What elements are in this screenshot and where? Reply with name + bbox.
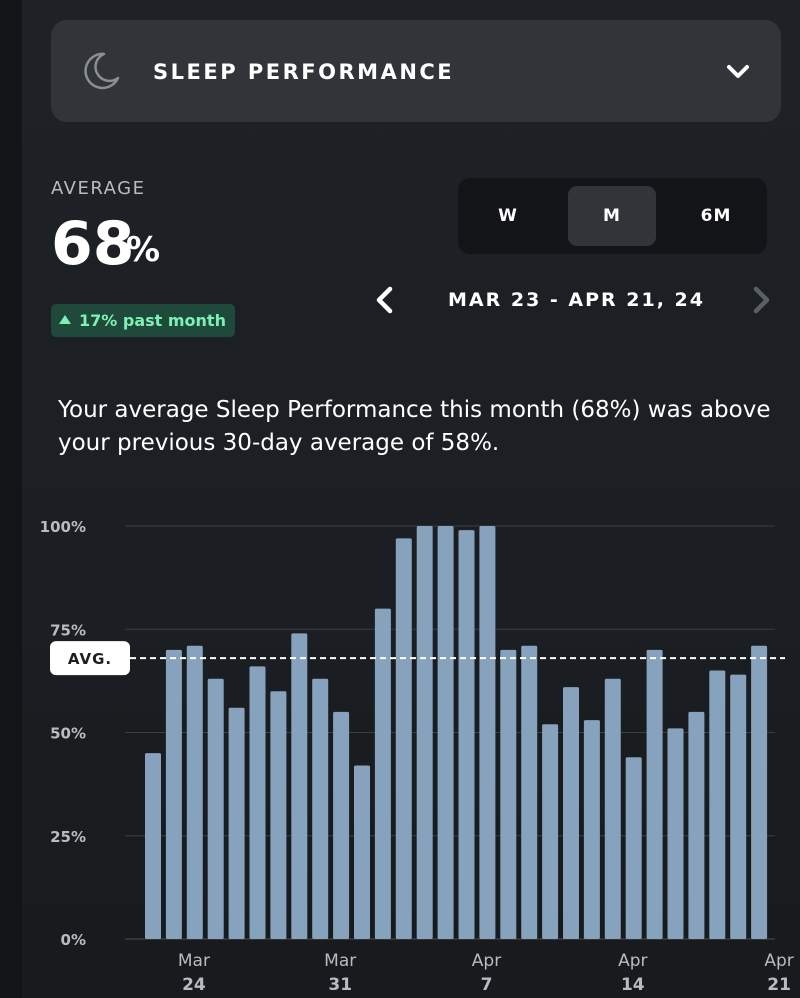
x-tick-month: Apr <box>618 951 647 971</box>
range-option-month[interactable]: M <box>568 186 656 246</box>
bar <box>625 757 642 939</box>
bar <box>583 720 600 939</box>
bar <box>479 526 496 939</box>
bar <box>165 649 182 939</box>
bar <box>458 530 475 939</box>
date-range: MAR 23 - APR 21, 24 <box>448 289 706 311</box>
range-option-week[interactable]: W <box>498 206 518 226</box>
bar <box>688 711 705 939</box>
x-tick-day: 14 <box>621 975 645 995</box>
average-unit: % <box>126 230 161 270</box>
range-selector: W M 6M <box>458 178 767 254</box>
bar <box>249 666 266 939</box>
header-title: SLEEP PERFORMANCE <box>153 60 455 84</box>
x-tick-month: Mar <box>324 951 356 971</box>
chevron-left-icon[interactable] <box>372 285 398 315</box>
bar <box>646 649 663 939</box>
bar <box>354 765 370 939</box>
y-tick-label: 0% <box>61 931 86 949</box>
bar <box>709 670 726 939</box>
trend-badge: 17% past month <box>51 304 235 337</box>
chevron-down-icon[interactable] <box>724 58 752 86</box>
average-label: AVERAGE <box>51 178 146 199</box>
up-triangle-icon <box>59 315 71 324</box>
bar <box>374 608 391 939</box>
average-badge-label: AVG. <box>68 650 112 668</box>
range-option-6-months[interactable]: 6M <box>700 206 732 226</box>
y-tick-label: 100% <box>40 518 86 536</box>
bar <box>395 538 412 939</box>
bar <box>521 645 538 939</box>
bar <box>145 753 161 939</box>
moon-icon <box>84 52 120 90</box>
y-tick-label: 25% <box>50 828 86 846</box>
trend-text: 17% past month <box>79 311 226 330</box>
bar <box>228 707 245 939</box>
y-tick-label: 50% <box>50 725 86 743</box>
bar <box>416 526 433 939</box>
chevron-right-icon[interactable] <box>748 285 774 315</box>
sleep-performance-header[interactable] <box>51 20 781 122</box>
average-value: 68 <box>51 209 135 279</box>
bar <box>500 649 517 939</box>
bar <box>270 691 287 939</box>
bar <box>207 678 224 939</box>
bar <box>312 678 329 939</box>
x-tick-month: Mar <box>178 951 210 971</box>
bar <box>291 633 308 939</box>
bar <box>542 724 559 939</box>
bar <box>563 687 579 939</box>
x-tick-day: 7 <box>481 975 493 995</box>
bar <box>333 711 350 939</box>
x-tick-month: Apr <box>472 951 501 971</box>
y-tick-label: 75% <box>50 621 86 639</box>
x-tick-month: Apr <box>764 951 793 971</box>
bar <box>186 645 203 939</box>
summary-text: Your average Sleep Performance this mont… <box>58 397 771 456</box>
x-tick-day: 31 <box>328 975 352 995</box>
x-tick-day: 21 <box>767 975 791 995</box>
bar <box>604 678 621 939</box>
bar <box>751 645 768 939</box>
sleep-performance-chart: 100% 75% 50% 25% 0% AVG. Mar 24 Mar 31 Apr 7 Apr 14 Ap… <box>40 518 794 995</box>
left-edge-strip <box>0 0 22 998</box>
x-tick-day: 24 <box>182 975 206 995</box>
average-badge <box>50 641 130 676</box>
bar <box>667 728 684 939</box>
bar <box>437 526 454 939</box>
bar <box>730 674 747 939</box>
